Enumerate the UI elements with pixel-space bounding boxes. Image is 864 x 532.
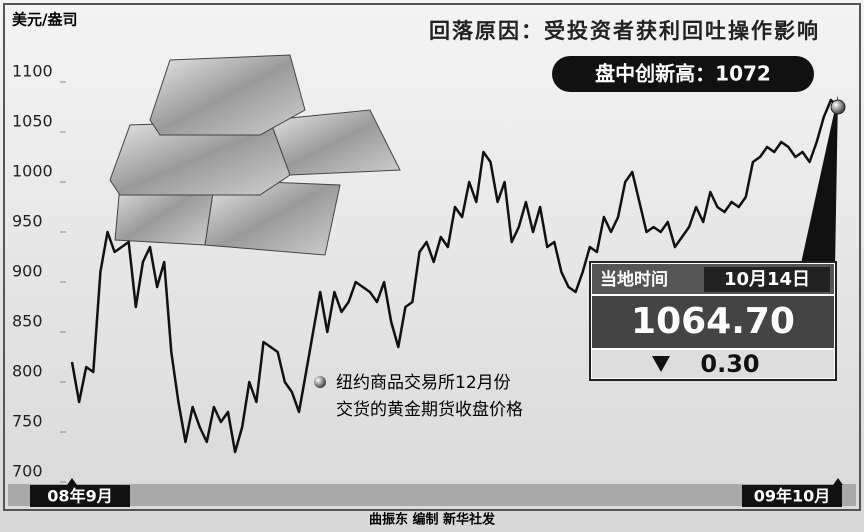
gold-bars <box>109 54 401 256</box>
y-tick-label: 800 <box>12 362 43 381</box>
info-box: 当地时间 10月14日 1064.70 0.30 <box>589 261 837 381</box>
info-price-bg <box>592 296 834 348</box>
chart-title: 回落原因：受投资者获利回吐操作影响 <box>429 19 820 43</box>
info-date: 10月14日 <box>724 269 810 290</box>
pointer <box>800 95 838 268</box>
y-tick-label: 950 <box>12 212 43 231</box>
x-label-bg <box>742 485 842 507</box>
note-bullet <box>314 376 326 388</box>
x-tick-label: 08年9月 <box>47 487 112 506</box>
info-price: 1064.70 <box>631 301 795 342</box>
info-change-bg <box>592 350 834 378</box>
down-arrow <box>652 356 670 372</box>
y-tick-label: 1000 <box>12 162 53 181</box>
highlight-box <box>552 56 814 92</box>
frame <box>3 3 861 511</box>
y-tick-label: 1100 <box>12 62 53 81</box>
highlight-text: 盘中创新高：1072 <box>595 62 771 86</box>
info-date-bg <box>704 267 830 292</box>
footer: 曲振东 编制 新华社发 <box>369 512 496 528</box>
y-axis-label: 美元/盎司 <box>12 11 77 29</box>
x-tick-label: 09年10月 <box>754 487 831 506</box>
info-time-label: 当地时间 <box>600 269 668 290</box>
y-tick-label: 1050 <box>12 112 53 131</box>
latest-point <box>830 99 846 115</box>
info-change: 0.30 <box>700 350 759 378</box>
price-line <box>70 98 839 454</box>
x-tick-arrow <box>67 478 77 485</box>
note-line: 交货的黄金期货收盘价格 <box>336 400 523 420</box>
y-tick-label: 750 <box>12 412 43 431</box>
x-tick-arrow <box>833 478 843 485</box>
x-label-bg <box>30 485 130 507</box>
y-tick-label: 700 <box>12 462 43 481</box>
x-axis-bar <box>8 484 856 506</box>
note-line: 纽约商品交易所12月份 <box>336 373 511 393</box>
y-tick-label: 900 <box>12 262 43 281</box>
y-tick-label: 850 <box>12 312 43 331</box>
